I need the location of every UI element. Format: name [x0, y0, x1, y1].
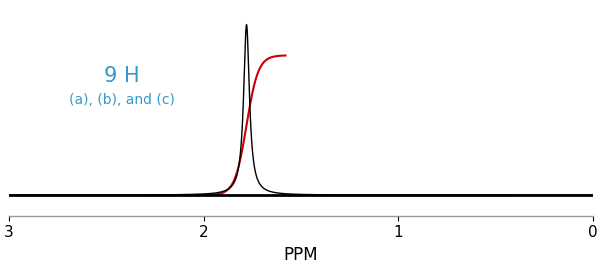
- X-axis label: PPM: PPM: [284, 246, 318, 264]
- Text: 9 H: 9 H: [104, 66, 140, 86]
- Text: (a), (b), and (c): (a), (b), and (c): [69, 93, 175, 107]
